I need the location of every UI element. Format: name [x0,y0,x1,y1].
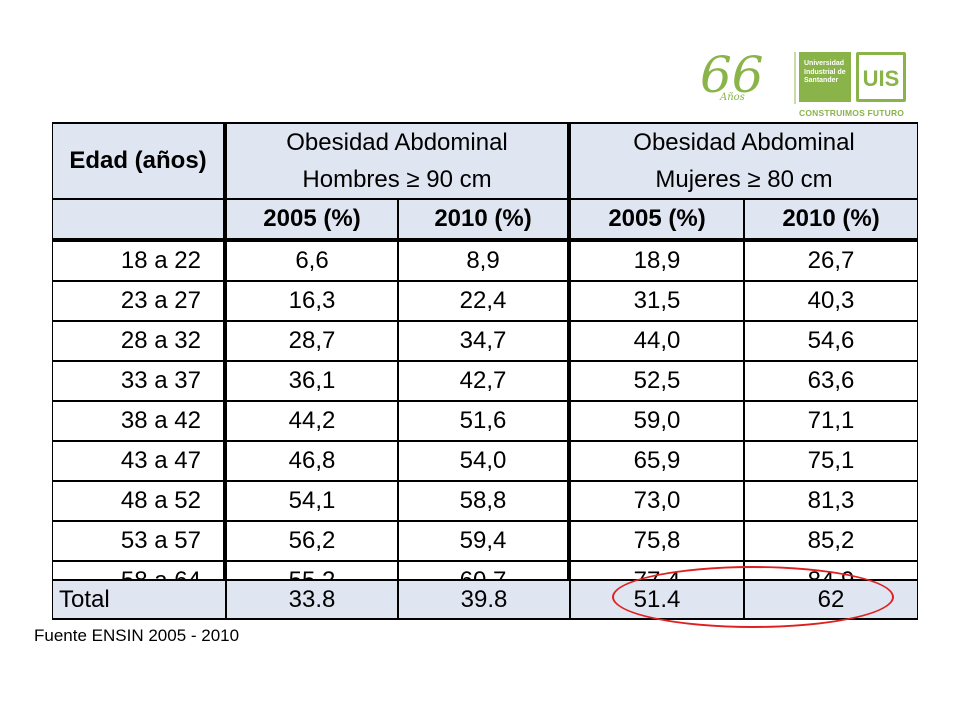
total-men-2010: 39.8 [398,579,570,620]
uis-letters: UIS [863,66,900,91]
women-2010-header: 2010 (%) [744,199,919,241]
men-2010-cell: 8,9 [398,241,571,281]
men-header-subtitle: Hombres ≥ 90 cm [302,166,492,193]
men-2005-cell: 28,7 [226,321,398,361]
men-2005-cell: 16,3 [226,281,398,321]
men-2010-cell: 51,6 [398,401,571,441]
table-row: 43 a 47 46,8 54,0 65,9 75,1 [52,441,919,481]
women-2010-cell: 85,2 [744,521,919,561]
women-header-title: Obesidad Abdominal [633,129,855,156]
women-2005-cell: 73,0 [570,481,745,521]
university-line-2: Industrial de [804,68,846,76]
women-2010-cell: 81,3 [744,481,919,521]
total-men-2005: 33.8 [226,579,398,620]
women-2010-cell: 54,6 [744,321,919,361]
university-line-1: Universidad [804,60,845,67]
men-2010-cell: 54,0 [398,441,571,481]
table-row: 33 a 37 36,1 42,7 52,5 63,6 [52,361,919,401]
women-2010-cell: 26,7 [744,241,919,281]
age-cell: 53 a 57 [52,521,226,561]
table-row: 53 a 57 56,2 59,4 75,8 85,2 [52,521,919,561]
women-2005-cell: 59,0 [570,401,745,441]
source-note: Fuente ENSIN 2005 - 2010 [34,626,240,645]
men-2010-cell: 22,4 [398,281,571,321]
logo-divider [794,52,796,104]
table-row: 28 a 32 28,7 34,7 44,0 54,6 [52,321,919,361]
men-2005-cell: 56,2 [226,521,398,561]
men-2005-cell: 54,1 [226,481,398,521]
table-row: 18 a 22 6,6 8,9 18,9 26,7 [52,241,919,281]
logo-slogan: CONSTRUIMOS FUTURO [799,108,905,118]
table-row: 38 a 42 44,2 51,6 59,0 71,1 [52,401,919,441]
men-2010-cell: 59,4 [398,521,571,561]
university-line-3: Santander [804,77,839,84]
men-2005-cell: 46,8 [226,441,398,481]
women-header-subtitle: Mujeres ≥ 80 cm [655,166,833,193]
age-header: Edad (años) [52,122,226,199]
highlight-ellipse [612,566,894,628]
age-cell: 18 a 22 [52,241,226,281]
men-2010-cell: 34,7 [398,321,571,361]
men-2005-cell: 36,1 [226,361,398,401]
table-row: 23 a 27 16,3 22,4 31,5 40,3 [52,281,919,321]
men-2010-cell: 58,8 [398,481,571,521]
uis-logo: 66 Años Universidad Industrial de Santan… [698,48,912,120]
age-header-blank [52,199,226,241]
anniversary-number: 66 [700,48,764,104]
men-header-title: Obesidad Abdominal [286,129,508,156]
men-header: Obesidad Abdominal Hombres ≥ 90 cm [226,122,571,199]
men-2010-header: 2010 (%) [398,199,571,241]
women-2010-cell: 71,1 [744,401,919,441]
women-2005-cell: 18,9 [570,241,745,281]
women-2005-cell: 44,0 [570,321,745,361]
women-2005-cell: 75,8 [570,521,745,561]
obesity-table: Edad (años) Obesidad Abdominal Hombres ≥… [52,122,919,601]
age-cell: 28 a 32 [52,321,226,361]
women-2010-cell: 63,6 [744,361,919,401]
age-cell: 23 a 27 [52,281,226,321]
anos-label: Años [720,92,745,103]
total-label: Total [52,579,226,620]
anniversary-66-logo: 66 [700,48,764,104]
men-2005-cell: 44,2 [226,401,398,441]
age-cell: 48 a 52 [52,481,226,521]
age-cell: 33 a 37 [52,361,226,401]
age-cell: 38 a 42 [52,401,226,441]
women-2005-cell: 31,5 [570,281,745,321]
women-2005-header: 2005 (%) [570,199,745,241]
women-2005-cell: 65,9 [570,441,745,481]
women-2010-cell: 40,3 [744,281,919,321]
age-cell: 43 a 47 [52,441,226,481]
men-2010-cell: 42,7 [398,361,571,401]
table-row: 48 a 52 54,1 58,8 73,0 81,3 [52,481,919,521]
women-2010-cell: 75,1 [744,441,919,481]
women-2005-cell: 52,5 [570,361,745,401]
men-2005-header: 2005 (%) [226,199,398,241]
men-2005-cell: 6,6 [226,241,398,281]
uis-emblem: UIS [856,52,906,102]
university-name-box: Universidad Industrial de Santander [799,52,851,102]
women-header: Obesidad Abdominal Mujeres ≥ 80 cm [570,122,919,199]
